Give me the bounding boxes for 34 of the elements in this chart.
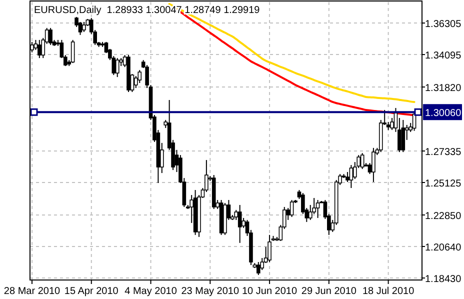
candlestick [360, 152, 364, 170]
candlestick [115, 58, 120, 78]
candlestick [138, 70, 142, 84]
y-tick-label: 1.31820 [425, 83, 462, 94]
x-tick-label: 23 May 2010 [181, 286, 240, 297]
candlestick [290, 199, 294, 218]
candlestick [256, 262, 260, 276]
x-tick-label: 28 Mar 2010 [4, 286, 61, 297]
x-tick-label: 10 Jun 2010 [242, 286, 298, 297]
x-tick-label: 4 May 2010 [124, 286, 178, 297]
candlestick [372, 147, 376, 183]
y-tick-label: 1.22850 [425, 210, 462, 222]
x-tick-label: 15 Apr 2010 [64, 286, 119, 297]
candlestick [401, 119, 406, 153]
y-tick-label: 1.20640 [425, 242, 462, 254]
y-tick-label: 1.18430 [425, 274, 462, 286]
candlestick [82, 21, 86, 32]
candlestick [316, 199, 320, 218]
y-tick-label: 1.36305 [425, 19, 462, 30]
candlestick [70, 39, 75, 64]
ref-line-label: 1.30060 [425, 108, 462, 120]
candlestick [390, 117, 394, 130]
candlestick [38, 39, 42, 59]
candlestick [48, 27, 52, 46]
candlestick [268, 234, 272, 263]
candlestick [78, 21, 82, 36]
y-tick-label: 1.25125 [425, 178, 462, 190]
y-tick-label: 1.34095 [425, 50, 462, 62]
candlestick [238, 204, 242, 244]
candlestick [346, 172, 350, 183]
candlestick [349, 164, 354, 188]
x-tick-label: 29 Jun 2010 [301, 286, 357, 297]
x-tick-label: 18 Jul 2010 [362, 286, 415, 297]
y-tick-label: 1.27335 [425, 146, 462, 158]
